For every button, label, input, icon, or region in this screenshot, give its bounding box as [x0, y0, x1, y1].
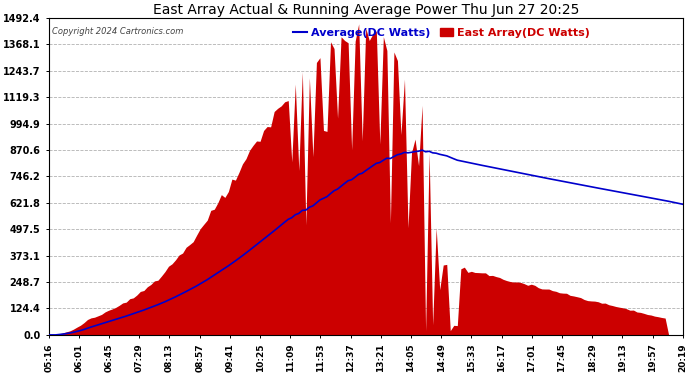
- Text: Copyright 2024 Cartronics.com: Copyright 2024 Cartronics.com: [52, 27, 184, 36]
- Title: East Array Actual & Running Average Power Thu Jun 27 20:25: East Array Actual & Running Average Powe…: [152, 3, 579, 17]
- Legend: Average(DC Watts), East Array(DC Watts): Average(DC Watts), East Array(DC Watts): [289, 24, 595, 42]
